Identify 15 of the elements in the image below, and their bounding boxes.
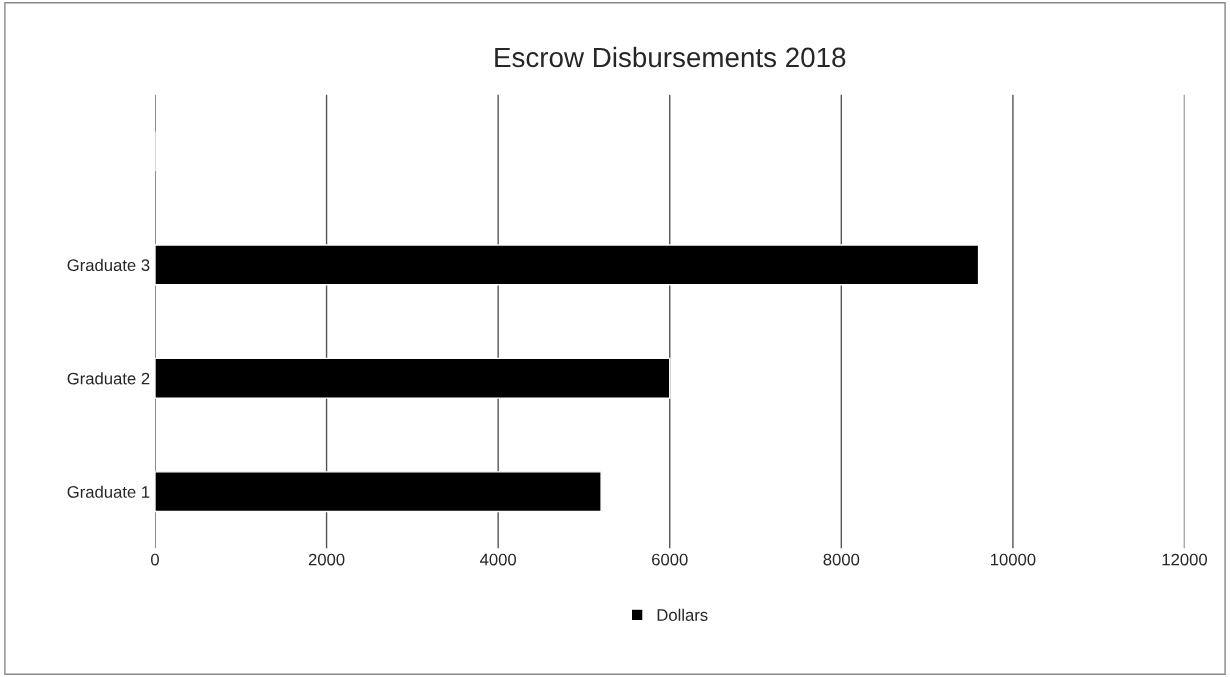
x-tick-label: 6000 [652, 553, 688, 566]
x-tick-label: 10000 [991, 553, 1036, 566]
y-tick-label: Graduate 1 [67, 485, 150, 498]
y-tick-label: Graduate 2 [67, 372, 150, 385]
bar [154, 471, 602, 513]
y-tick-label: Graduate 3 [67, 258, 150, 272]
chart-title: Escrow Disbursements 2018 [495, 46, 846, 68]
x-tick-label: 4000 [480, 553, 517, 566]
x-tick-label: 2000 [308, 553, 345, 566]
x-tick-label: 0 [151, 553, 159, 566]
legend-label: Dollars [657, 608, 708, 621]
x-tick-label: 12000 [1162, 553, 1208, 566]
bar [154, 244, 980, 286]
x-tick-label: 8000 [823, 553, 860, 566]
bar [154, 357, 671, 399]
